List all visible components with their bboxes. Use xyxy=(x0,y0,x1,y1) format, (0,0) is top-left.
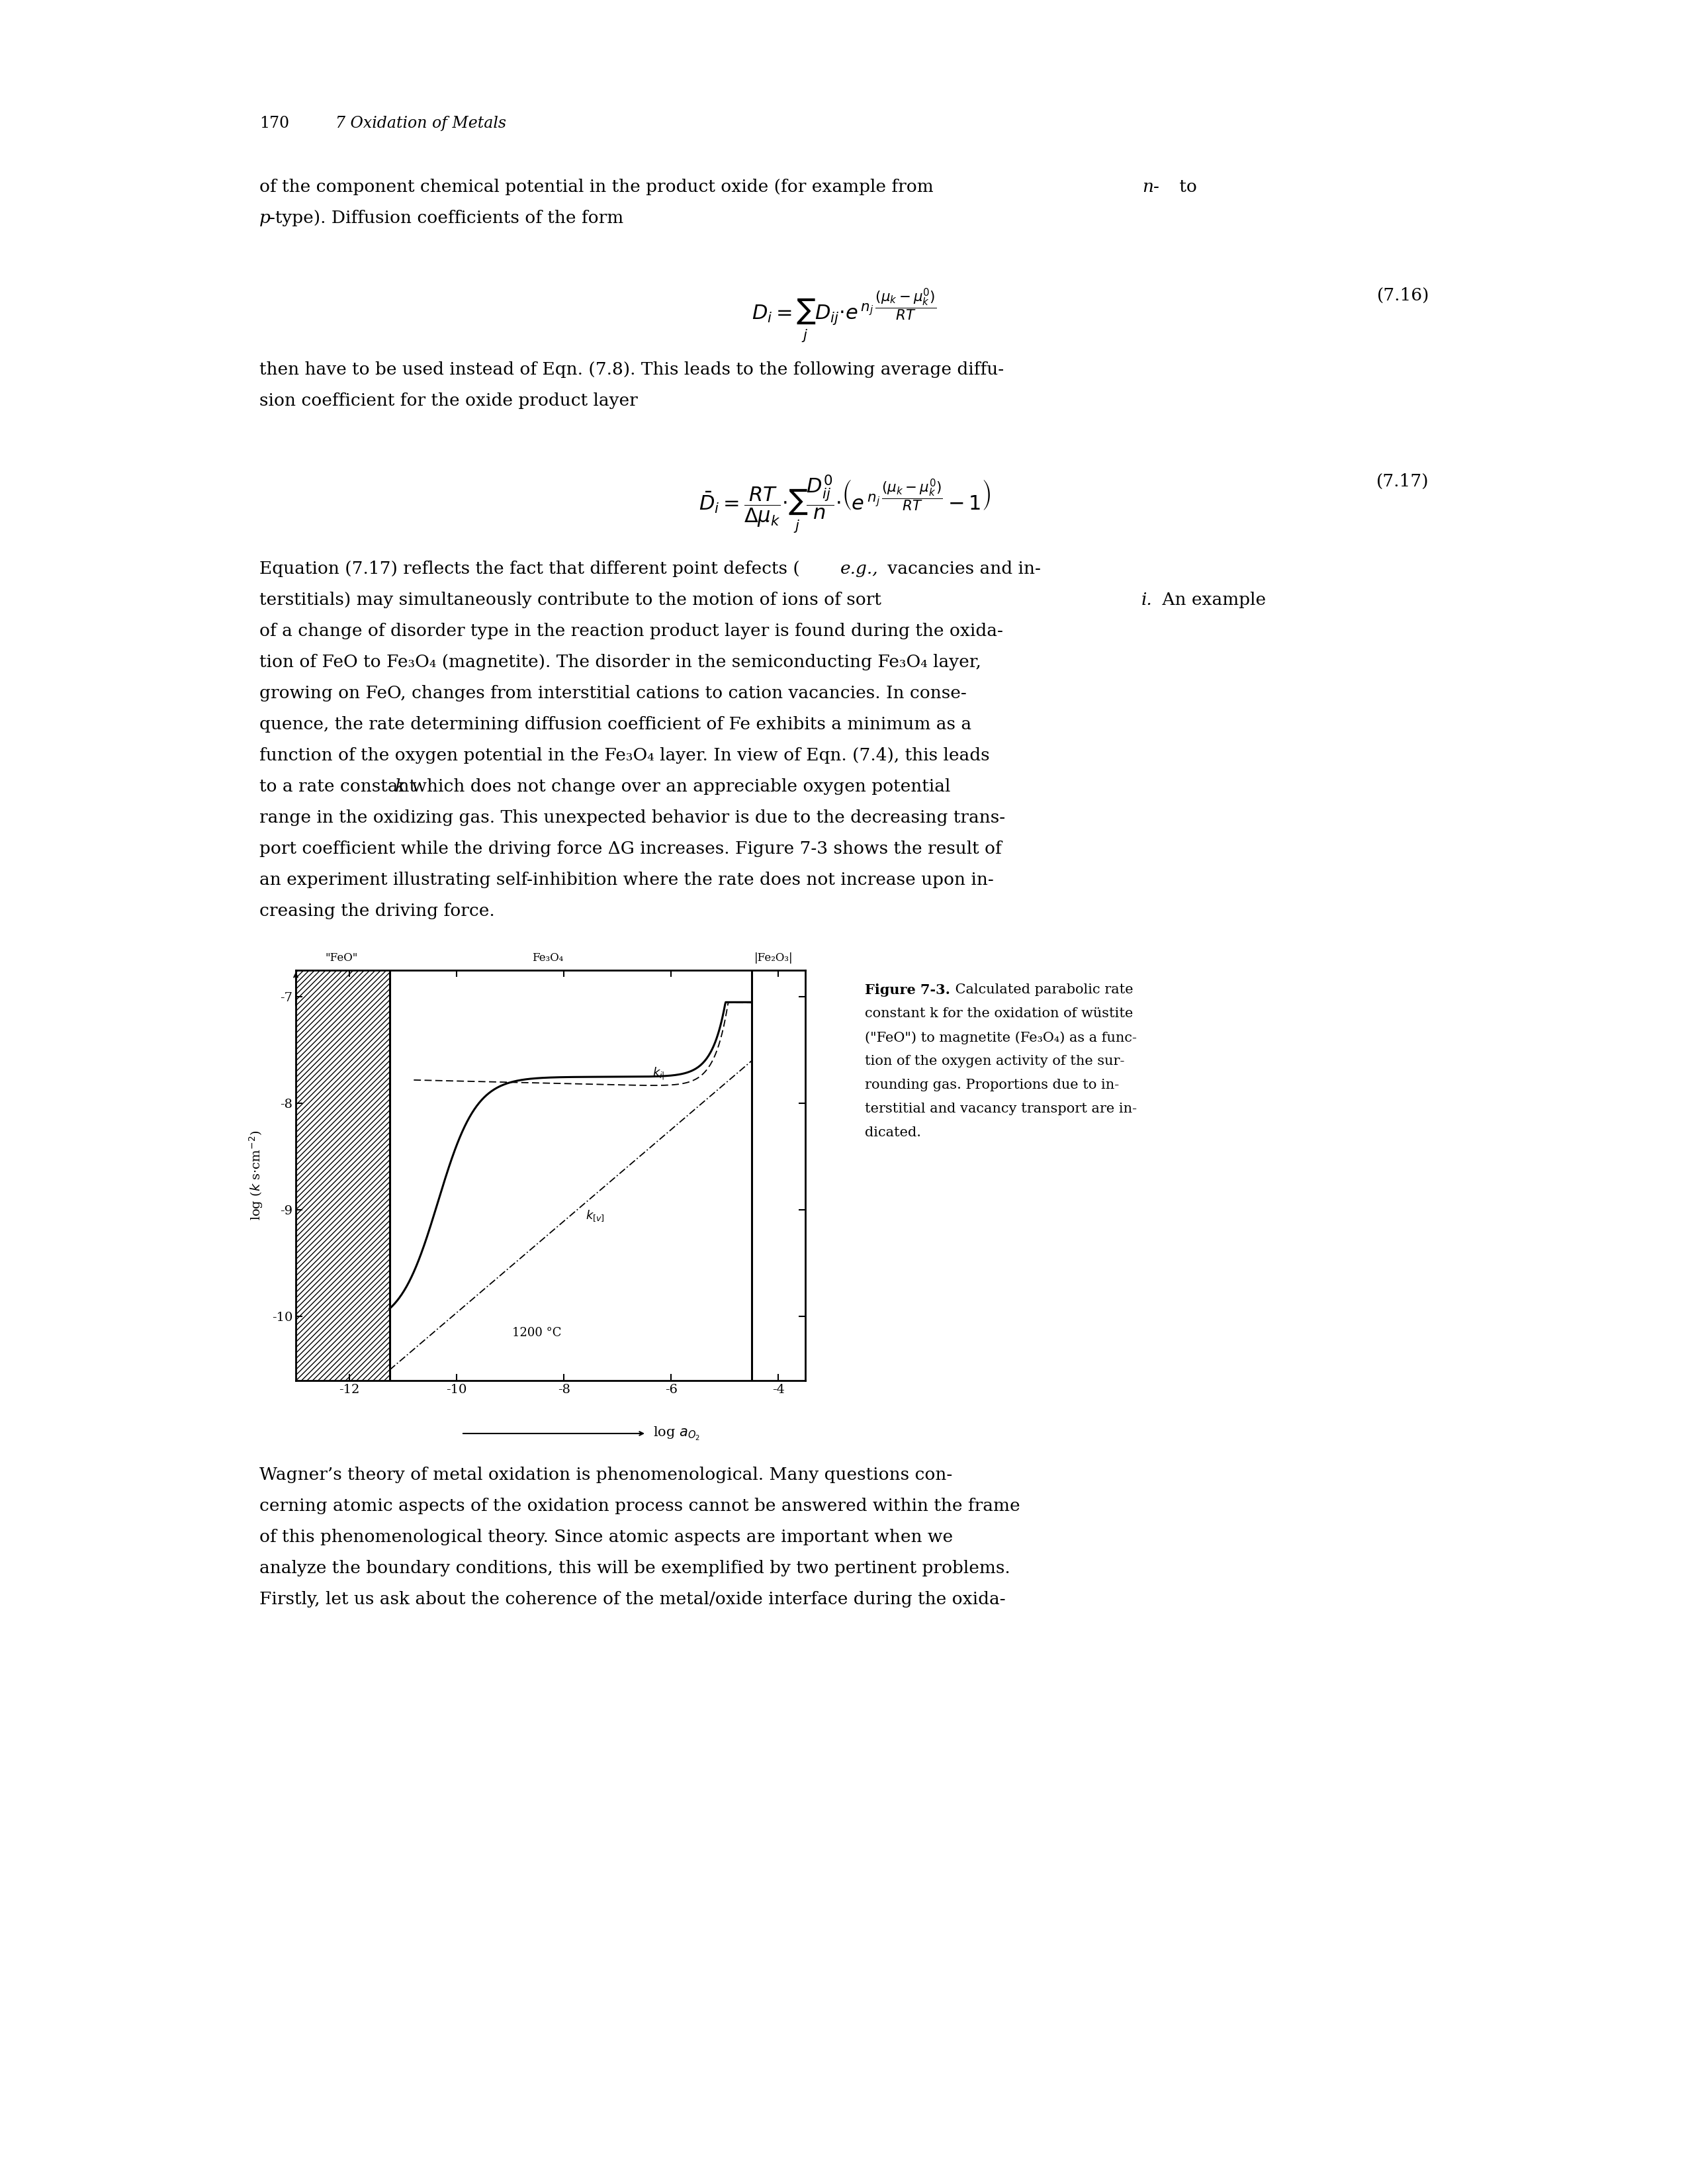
Text: 170: 170 xyxy=(260,116,289,131)
Text: $k_{i|}$: $k_{i|}$ xyxy=(653,1066,665,1081)
Text: n-: n- xyxy=(1143,179,1160,194)
Text: which does not change over an appreciable oxygen potential: which does not change over an appreciabl… xyxy=(407,778,950,795)
Text: (7.16): (7.16) xyxy=(1377,288,1430,304)
Text: e.g.,: e.g., xyxy=(841,561,878,577)
Text: Fe₃O₄: Fe₃O₄ xyxy=(532,952,564,963)
Text: constant k for the oxidation of wüstite: constant k for the oxidation of wüstite xyxy=(864,1007,1133,1020)
Text: |Fe₂O₃|: |Fe₂O₃| xyxy=(755,952,793,963)
Text: terstitials) may simultaneously contribute to the motion of ions of sort: terstitials) may simultaneously contribu… xyxy=(260,592,886,607)
Text: Calculated parabolic rate: Calculated parabolic rate xyxy=(950,983,1133,996)
Text: 7 Oxidation of Metals: 7 Oxidation of Metals xyxy=(336,116,506,131)
Text: creasing the driving force.: creasing the driving force. xyxy=(260,902,495,919)
Text: cerning atomic aspects of the oxidation process cannot be answered within the fr: cerning atomic aspects of the oxidation … xyxy=(260,1498,1020,1514)
Text: Firstly, let us ask about the coherence of the metal/oxide interface during the : Firstly, let us ask about the coherence … xyxy=(260,1590,1006,1607)
Text: Wagner’s theory of metal oxidation is phenomenological. Many questions con-: Wagner’s theory of metal oxidation is ph… xyxy=(260,1468,952,1483)
Text: rounding gas. Proportions due to in-: rounding gas. Proportions due to in- xyxy=(864,1079,1119,1092)
Text: ("FeO") to magnetite (Fe₃O₄) as a func-: ("FeO") to magnetite (Fe₃O₄) as a func- xyxy=(864,1031,1136,1044)
Text: function of the oxygen potential in the Fe₃O₄ layer. In view of Eqn. (7.4), this: function of the oxygen potential in the … xyxy=(260,747,989,764)
Text: then have to be used instead of Eqn. (7.8). This leads to the following average : then have to be used instead of Eqn. (7.… xyxy=(260,360,1004,378)
Text: vacancies and in-: vacancies and in- xyxy=(883,561,1041,577)
Text: Equation (7.17) reflects the fact that different point defects (: Equation (7.17) reflects the fact that d… xyxy=(260,561,800,577)
Text: terstitial and vacancy transport are in-: terstitial and vacancy transport are in- xyxy=(864,1103,1138,1116)
Text: to a rate constant: to a rate constant xyxy=(260,778,422,795)
Text: range in the oxidizing gas. This unexpected behavior is due to the decreasing tr: range in the oxidizing gas. This unexpec… xyxy=(260,810,1006,826)
Text: quence, the rate determining diffusion coefficient of Fe exhibits a minimum as a: quence, the rate determining diffusion c… xyxy=(260,716,972,732)
Text: $k_{[v]}$: $k_{[v]}$ xyxy=(586,1208,604,1223)
Y-axis label: log ($k$ s$\cdot$cm$^{-2}$): log ($k$ s$\cdot$cm$^{-2}$) xyxy=(248,1131,265,1221)
Text: dicated.: dicated. xyxy=(864,1127,922,1140)
Text: Figure 7-3.: Figure 7-3. xyxy=(864,983,950,996)
Text: an experiment illustrating self-inhibition where the rate does not increase upon: an experiment illustrating self-inhibiti… xyxy=(260,871,994,889)
Text: tion of FeO to Fe₃O₄ (magnetite). The disorder in the semiconducting Fe₃O₄ layer: tion of FeO to Fe₃O₄ (magnetite). The di… xyxy=(260,653,981,670)
Text: $\bar{D}_i = \dfrac{RT}{\Delta\mu_k}{\cdot}\sum_j \dfrac{D_{ij}^0}{n}{\cdot}\lef: $\bar{D}_i = \dfrac{RT}{\Delta\mu_k}{\cd… xyxy=(699,474,991,535)
Text: $D_i = \sum_j D_{ij}{\cdot}e^{\,n_j\,\dfrac{(\mu_k-\mu_k^0)}{RT}}$: $D_i = \sum_j D_{ij}{\cdot}e^{\,n_j\,\df… xyxy=(751,288,937,345)
Text: tion of the oxygen activity of the sur-: tion of the oxygen activity of the sur- xyxy=(864,1055,1124,1068)
Bar xyxy=(295,970,390,1380)
Text: i.: i. xyxy=(1141,592,1153,607)
Text: of this phenomenological theory. Since atomic aspects are important when we: of this phenomenological theory. Since a… xyxy=(260,1529,954,1546)
Text: k: k xyxy=(395,778,405,795)
Text: sion coefficient for the oxide product layer: sion coefficient for the oxide product l… xyxy=(260,393,638,408)
Text: "FeO": "FeO" xyxy=(326,952,358,963)
Text: 1200 °C: 1200 °C xyxy=(513,1326,562,1339)
Text: An example: An example xyxy=(1156,592,1266,607)
Text: log $a_{O_2}$: log $a_{O_2}$ xyxy=(653,1426,701,1441)
Text: analyze the boundary conditions, this will be exemplified by two pertinent probl: analyze the boundary conditions, this wi… xyxy=(260,1559,1009,1577)
Text: growing on FeO, changes from interstitial cations to cation vacancies. In conse-: growing on FeO, changes from interstitia… xyxy=(260,686,967,701)
Text: -type). Diffusion coefficients of the form: -type). Diffusion coefficients of the fo… xyxy=(270,210,623,227)
Text: port coefficient while the driving force ΔG increases. Figure 7-3 shows the resu: port coefficient while the driving force… xyxy=(260,841,1001,856)
Text: (7.17): (7.17) xyxy=(1377,474,1430,489)
Text: p: p xyxy=(260,210,270,227)
Text: to: to xyxy=(1173,179,1197,194)
Text: of the component chemical potential in the product oxide (for example from: of the component chemical potential in t… xyxy=(260,179,939,194)
Text: of a change of disorder type in the reaction product layer is found during the o: of a change of disorder type in the reac… xyxy=(260,622,1003,640)
